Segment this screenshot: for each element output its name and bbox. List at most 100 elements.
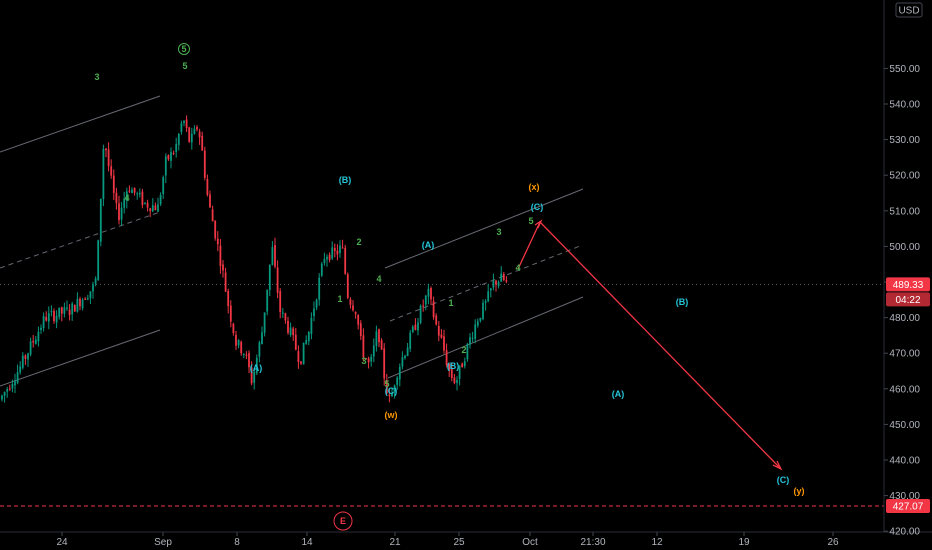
candle[interactable] [284, 312, 287, 324]
candle[interactable] [227, 288, 230, 314]
candle[interactable] [136, 191, 139, 200]
candle[interactable] [505, 276, 508, 284]
candle[interactable] [302, 342, 305, 365]
candle[interactable] [222, 260, 224, 278]
candle[interactable] [450, 362, 453, 382]
candle[interactable] [411, 325, 414, 334]
candle[interactable] [58, 307, 61, 320]
candle[interactable] [385, 373, 388, 395]
candle[interactable] [198, 128, 201, 145]
projection-line[interactable] [517, 220, 781, 469]
candle[interactable] [487, 284, 490, 303]
candle[interactable] [435, 313, 438, 326]
candle[interactable] [240, 340, 243, 356]
candle[interactable] [47, 306, 50, 330]
candle[interactable] [497, 280, 500, 289]
candle[interactable] [159, 192, 162, 206]
candle[interactable] [201, 131, 204, 151]
candle[interactable] [388, 388, 391, 403]
candle[interactable] [313, 301, 315, 322]
candle[interactable] [214, 220, 217, 241]
candle[interactable] [45, 311, 48, 322]
candle[interactable] [133, 187, 136, 196]
candle[interactable] [271, 241, 274, 266]
candle[interactable] [71, 301, 74, 321]
candle[interactable] [375, 325, 378, 352]
candle[interactable] [430, 286, 432, 306]
candle[interactable] [461, 362, 464, 368]
candle[interactable] [432, 296, 435, 320]
candle[interactable] [482, 299, 484, 321]
candle[interactable] [289, 322, 292, 337]
candle[interactable] [248, 350, 250, 374]
candle[interactable] [203, 146, 206, 181]
candle[interactable] [157, 197, 159, 212]
candle[interactable] [112, 169, 115, 201]
candle[interactable] [237, 339, 240, 349]
candle[interactable] [365, 357, 367, 360]
candle[interactable] [466, 343, 469, 362]
candle[interactable] [328, 252, 331, 263]
candle[interactable] [266, 289, 269, 316]
candle[interactable] [79, 296, 81, 311]
candle[interactable] [294, 328, 297, 351]
candle[interactable] [339, 240, 341, 258]
candle[interactable] [180, 120, 183, 135]
candle[interactable] [409, 329, 412, 352]
candle[interactable] [479, 317, 482, 323]
candle[interactable] [500, 266, 503, 282]
candle[interactable] [94, 276, 97, 287]
candle[interactable] [76, 292, 79, 313]
candle[interactable] [66, 300, 68, 311]
candle[interactable] [16, 364, 19, 385]
currency-button[interactable]: USD [895, 2, 923, 18]
candle[interactable] [258, 340, 261, 363]
candle[interactable] [216, 231, 219, 252]
candle[interactable] [437, 320, 440, 342]
candle[interactable] [53, 308, 55, 324]
candle[interactable] [97, 239, 100, 281]
candle[interactable] [175, 137, 178, 158]
candle[interactable] [209, 190, 211, 208]
candle[interactable] [146, 199, 149, 212]
candle[interactable] [274, 237, 276, 269]
candle[interactable] [154, 202, 157, 211]
candle[interactable] [263, 312, 266, 337]
candle[interactable] [19, 361, 22, 375]
candle[interactable] [370, 354, 373, 367]
candle[interactable] [292, 326, 295, 341]
candle[interactable] [445, 343, 448, 368]
candle[interactable] [34, 335, 37, 345]
channel-mid-left[interactable] [0, 211, 161, 269]
candle[interactable] [427, 283, 430, 305]
candle[interactable] [458, 365, 461, 386]
candle[interactable] [489, 287, 492, 298]
candle[interactable] [172, 150, 175, 156]
candle[interactable] [177, 132, 180, 151]
candle[interactable] [14, 373, 16, 393]
channel-lower-left[interactable] [0, 329, 161, 387]
candle[interactable] [144, 202, 146, 205]
candle[interactable] [396, 376, 399, 390]
candle[interactable] [149, 207, 152, 217]
candle[interactable] [167, 154, 170, 161]
candle[interactable] [128, 185, 131, 194]
candle[interactable] [164, 153, 167, 184]
candle[interactable] [120, 201, 123, 226]
candle[interactable] [495, 279, 497, 292]
candle[interactable] [40, 324, 42, 334]
candle[interactable] [125, 187, 128, 209]
candle[interactable] [11, 379, 14, 393]
candle[interactable] [305, 335, 308, 345]
candle[interactable] [193, 125, 196, 135]
candle[interactable] [196, 125, 198, 132]
candle[interactable] [323, 252, 326, 266]
candle[interactable] [315, 298, 318, 311]
candle[interactable] [32, 335, 35, 348]
candle[interactable] [110, 159, 113, 179]
candle[interactable] [318, 273, 321, 306]
candle[interactable] [86, 294, 89, 301]
candle[interactable] [92, 281, 94, 299]
candle[interactable] [37, 326, 40, 347]
candle[interactable] [362, 328, 365, 362]
